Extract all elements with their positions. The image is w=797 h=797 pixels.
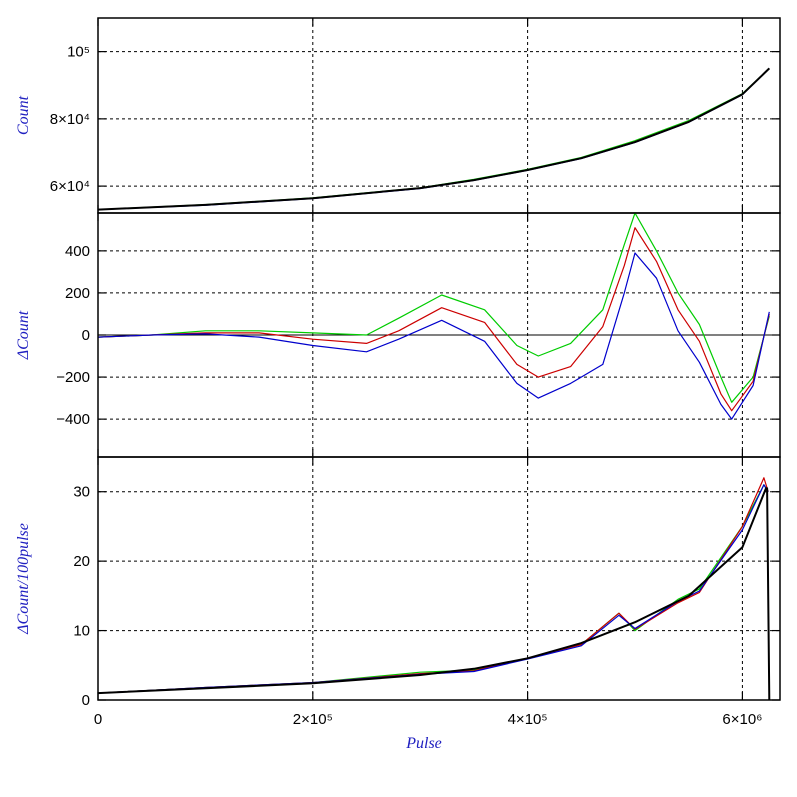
bottom-panel-ytick-label: 20	[73, 553, 90, 570]
middle-panel-ytick-label: 200	[65, 285, 90, 302]
bottom-panel-xtick-label: 0	[94, 711, 102, 728]
middle-panel-ytick-label: 0	[82, 327, 90, 344]
bottom-panel-ytick-label: 30	[73, 484, 90, 501]
top-panel-series-0	[97, 67, 770, 211]
middle-panel-ylabel: ΔCount	[15, 310, 32, 360]
bottom-panel-xtick-label: 2×10⁵	[293, 711, 333, 728]
bottom-panel-frame	[97, 456, 781, 701]
bottom-panel-series-3	[97, 487, 771, 701]
bottom-panel-ylabel: ΔCount/100pulse	[15, 523, 32, 635]
middle-panel-series-0	[97, 212, 770, 403]
middle-panel-series-1	[97, 227, 770, 412]
top-panel-ytick-label: 8×10⁴	[50, 111, 90, 128]
top-panel-ylabel: Count	[15, 95, 32, 135]
middle-panel-ytick-label: 400	[65, 243, 90, 260]
top-panel-frame	[97, 17, 781, 214]
bottom-panel-series-1	[97, 477, 769, 694]
bottom-panel-xtick-label: 4×10⁵	[508, 711, 548, 728]
bottom-panel-xtick-label: 6×10⁶	[722, 711, 762, 728]
bottom-panel-ytick-label: 10	[73, 623, 90, 640]
bottom-panel-series-0	[97, 484, 769, 694]
bottom-panel-ytick-label: 0	[82, 692, 90, 709]
top-panel-ytick-label: 6×10⁴	[50, 178, 90, 195]
top-panel-series-2	[97, 67, 770, 211]
top-panel-series-3	[97, 67, 770, 211]
top-panel-ytick-label: 10⁵	[67, 44, 90, 61]
middle-panel-ytick-label: −200	[56, 369, 90, 386]
middle-panel-series-2	[97, 252, 770, 420]
middle-panel-ytick-label: −400	[56, 411, 90, 428]
top-panel-series-1	[97, 67, 770, 211]
bottom-panel-series-2	[97, 484, 769, 694]
bottom-panel-xlabel: Pulse	[405, 735, 442, 752]
